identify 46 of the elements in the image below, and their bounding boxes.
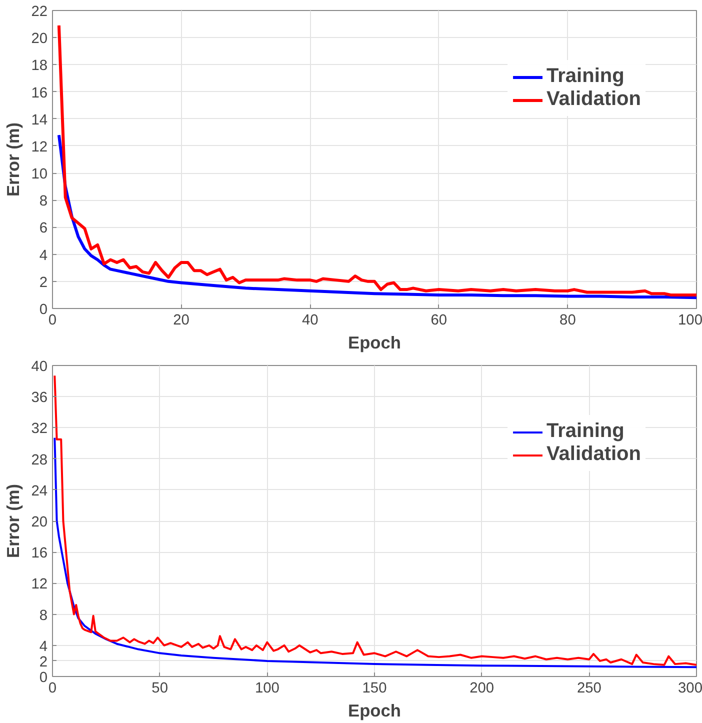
y-tick-label: 12: [31, 576, 48, 593]
x-tick-label: 200: [470, 680, 494, 696]
legend-label: Training: [546, 65, 624, 88]
y-tick-label: 20: [31, 31, 48, 48]
y-tick-label: 8: [39, 608, 48, 624]
y-axis-title: Error (m): [3, 484, 24, 558]
x-tick-label: 50: [152, 680, 168, 696]
y-tick-label: 2: [39, 654, 48, 670]
legend-label: Validation: [546, 88, 641, 111]
line-series: [57, 134, 696, 300]
x-tick-label: 80: [560, 312, 576, 328]
y-tick-label: 0: [39, 302, 48, 318]
x-tick-label: 100: [678, 312, 702, 328]
legend-label: Validation: [546, 443, 641, 466]
x-tick-label: 150: [362, 680, 387, 696]
y-tick-label: 18: [31, 58, 48, 74]
y-tick-label: 14: [31, 112, 48, 128]
x-tick-label: 250: [576, 680, 602, 696]
y-tick-label: 8: [39, 194, 48, 210]
x-tick-label: 300: [678, 680, 702, 696]
y-tick-label: 24: [31, 483, 48, 500]
x-axis-title: Epoch: [348, 332, 401, 352]
y-tick-label: 40: [31, 359, 48, 375]
y-tick-label: 32: [31, 421, 48, 438]
y-tick-label: 4: [39, 638, 48, 655]
y-tick-label: 20: [31, 514, 48, 530]
y-tick-label: 4: [39, 248, 48, 264]
y-tick-label: 10: [31, 166, 48, 183]
y-axis-title: Error (m): [3, 122, 24, 197]
line-series: [57, 24, 696, 296]
y-tick-label: 2: [39, 274, 48, 291]
y-tick-label: 12: [31, 139, 48, 156]
x-axis-title: Epoch: [348, 700, 401, 720]
y-tick-label: 0: [39, 670, 48, 686]
y-tick-label: 16: [31, 546, 48, 562]
y-tick-label: 22: [31, 4, 48, 20]
x-tick-label: 100: [254, 680, 280, 696]
y-tick-label: 36: [31, 390, 48, 406]
line-series: [54, 374, 696, 666]
y-tick-label: 6: [39, 220, 48, 237]
x-tick-label: 20: [173, 312, 190, 328]
y-tick-label: 28: [31, 452, 48, 468]
x-tick-label: 40: [302, 312, 318, 328]
legend-label: Training: [546, 420, 624, 443]
x-tick-label: 60: [430, 312, 448, 328]
y-tick-label: 16: [31, 85, 48, 102]
